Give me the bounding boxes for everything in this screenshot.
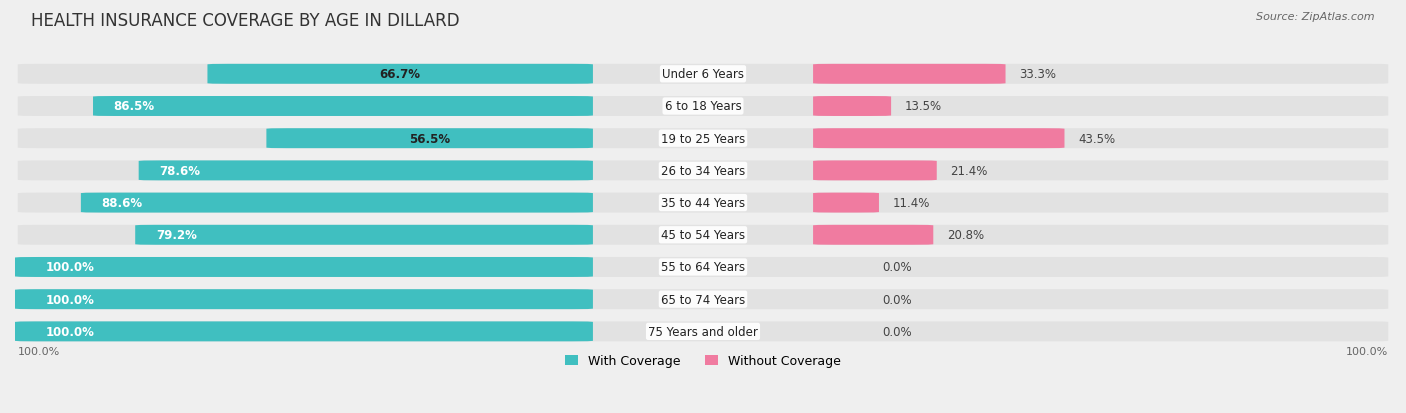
Text: 86.5%: 86.5% — [114, 100, 155, 113]
Text: 0.0%: 0.0% — [882, 261, 911, 274]
Text: 0.0%: 0.0% — [882, 325, 911, 338]
Text: 13.5%: 13.5% — [905, 100, 942, 113]
Text: 100.0%: 100.0% — [18, 347, 60, 356]
Text: 100.0%: 100.0% — [45, 261, 94, 274]
Text: 26 to 34 Years: 26 to 34 Years — [661, 164, 745, 178]
Text: 19 to 25 Years: 19 to 25 Years — [661, 133, 745, 145]
Text: 66.7%: 66.7% — [380, 68, 420, 81]
FancyBboxPatch shape — [813, 225, 934, 245]
Text: 79.2%: 79.2% — [156, 229, 197, 242]
Text: 21.4%: 21.4% — [950, 164, 988, 178]
FancyBboxPatch shape — [139, 161, 593, 181]
Text: 75 Years and older: 75 Years and older — [648, 325, 758, 338]
Text: 6 to 18 Years: 6 to 18 Years — [665, 100, 741, 113]
Text: 100.0%: 100.0% — [45, 293, 94, 306]
Text: 55 to 64 Years: 55 to 64 Years — [661, 261, 745, 274]
FancyBboxPatch shape — [208, 65, 593, 85]
Text: Under 6 Years: Under 6 Years — [662, 68, 744, 81]
Text: 56.5%: 56.5% — [409, 133, 450, 145]
Text: 45 to 54 Years: 45 to 54 Years — [661, 229, 745, 242]
FancyBboxPatch shape — [18, 257, 1388, 277]
FancyBboxPatch shape — [18, 290, 1388, 309]
FancyBboxPatch shape — [266, 129, 593, 149]
Text: 78.6%: 78.6% — [159, 164, 200, 178]
FancyBboxPatch shape — [813, 65, 1005, 85]
Text: HEALTH INSURANCE COVERAGE BY AGE IN DILLARD: HEALTH INSURANCE COVERAGE BY AGE IN DILL… — [31, 12, 460, 30]
FancyBboxPatch shape — [15, 322, 593, 342]
FancyBboxPatch shape — [18, 129, 1388, 149]
Text: 100.0%: 100.0% — [45, 325, 94, 338]
Text: 100.0%: 100.0% — [1346, 347, 1388, 356]
Text: 65 to 74 Years: 65 to 74 Years — [661, 293, 745, 306]
Text: 33.3%: 33.3% — [1019, 68, 1056, 81]
Text: 11.4%: 11.4% — [893, 197, 931, 209]
FancyBboxPatch shape — [18, 322, 1388, 342]
FancyBboxPatch shape — [813, 129, 1064, 149]
FancyBboxPatch shape — [93, 97, 593, 117]
FancyBboxPatch shape — [18, 97, 1388, 117]
FancyBboxPatch shape — [82, 193, 593, 213]
FancyBboxPatch shape — [813, 193, 879, 213]
Text: Source: ZipAtlas.com: Source: ZipAtlas.com — [1257, 12, 1375, 22]
Legend: With Coverage, Without Coverage: With Coverage, Without Coverage — [561, 349, 845, 372]
Text: 43.5%: 43.5% — [1078, 133, 1115, 145]
Text: 88.6%: 88.6% — [101, 197, 142, 209]
Text: 0.0%: 0.0% — [882, 293, 911, 306]
FancyBboxPatch shape — [18, 161, 1388, 181]
FancyBboxPatch shape — [813, 97, 891, 117]
FancyBboxPatch shape — [15, 290, 593, 309]
FancyBboxPatch shape — [813, 161, 936, 181]
FancyBboxPatch shape — [18, 225, 1388, 245]
Text: 35 to 44 Years: 35 to 44 Years — [661, 197, 745, 209]
FancyBboxPatch shape — [18, 65, 1388, 85]
Text: 20.8%: 20.8% — [948, 229, 984, 242]
FancyBboxPatch shape — [15, 257, 593, 277]
FancyBboxPatch shape — [18, 193, 1388, 213]
FancyBboxPatch shape — [135, 225, 593, 245]
